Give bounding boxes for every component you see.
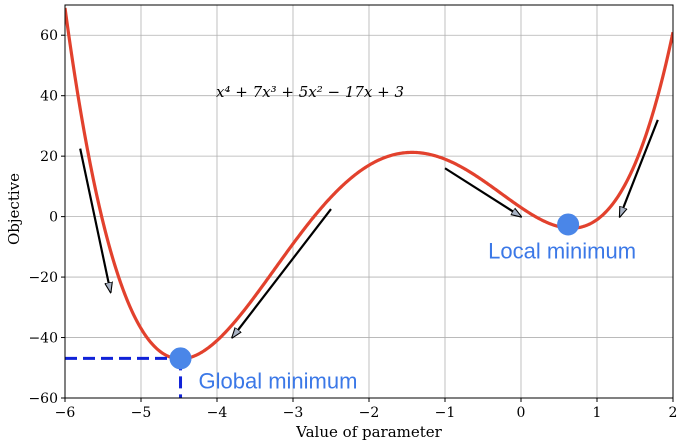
descent-arrow: [444, 167, 521, 216]
x-tick-label: −3: [283, 405, 304, 421]
axis-ticks: −6 −5 −4 −3 −2 −1 0 1 2 −60 −40 −20 0 20 40 60: [28, 4, 678, 421]
y-tick-label: 40: [40, 89, 58, 105]
y-axis-label: Objective: [5, 173, 23, 245]
plot-area: Global minimum Local minimum: [65, 7, 673, 398]
y-tick-label: 20: [40, 149, 58, 165]
descent-arrow: [618, 119, 659, 217]
x-tick-label: 0: [517, 405, 526, 421]
grid: [64, 5, 674, 399]
y-tick-label: 60: [40, 28, 58, 44]
x-tick-label: 1: [593, 405, 602, 421]
y-tick-label: −60: [28, 391, 58, 407]
x-tick-label: −1: [435, 405, 456, 421]
formula-annotation: x⁴ + 7x³ + 5x² − 17x + 3: [216, 83, 404, 101]
x-tick-label: 2: [669, 405, 678, 421]
x-tick-label: −6: [55, 405, 76, 421]
descent-arrow: [232, 208, 332, 337]
global-minimum-marker: [169, 347, 192, 370]
local-minimum-label: Local minimum: [488, 238, 636, 263]
descent-arrow: [79, 148, 110, 293]
y-tick-label: 0: [49, 210, 58, 226]
x-tick-label: −5: [131, 405, 152, 421]
x-tick-label: −2: [359, 405, 380, 421]
y-tick-label: −40: [28, 331, 58, 347]
global-minimum-label: Global minimum: [199, 368, 358, 393]
x-axis-label: Value of parameter: [295, 423, 443, 441]
x-tick-label: −4: [207, 405, 228, 421]
y-tick-label: −20: [28, 270, 58, 286]
local-minimum-marker: [557, 213, 580, 236]
